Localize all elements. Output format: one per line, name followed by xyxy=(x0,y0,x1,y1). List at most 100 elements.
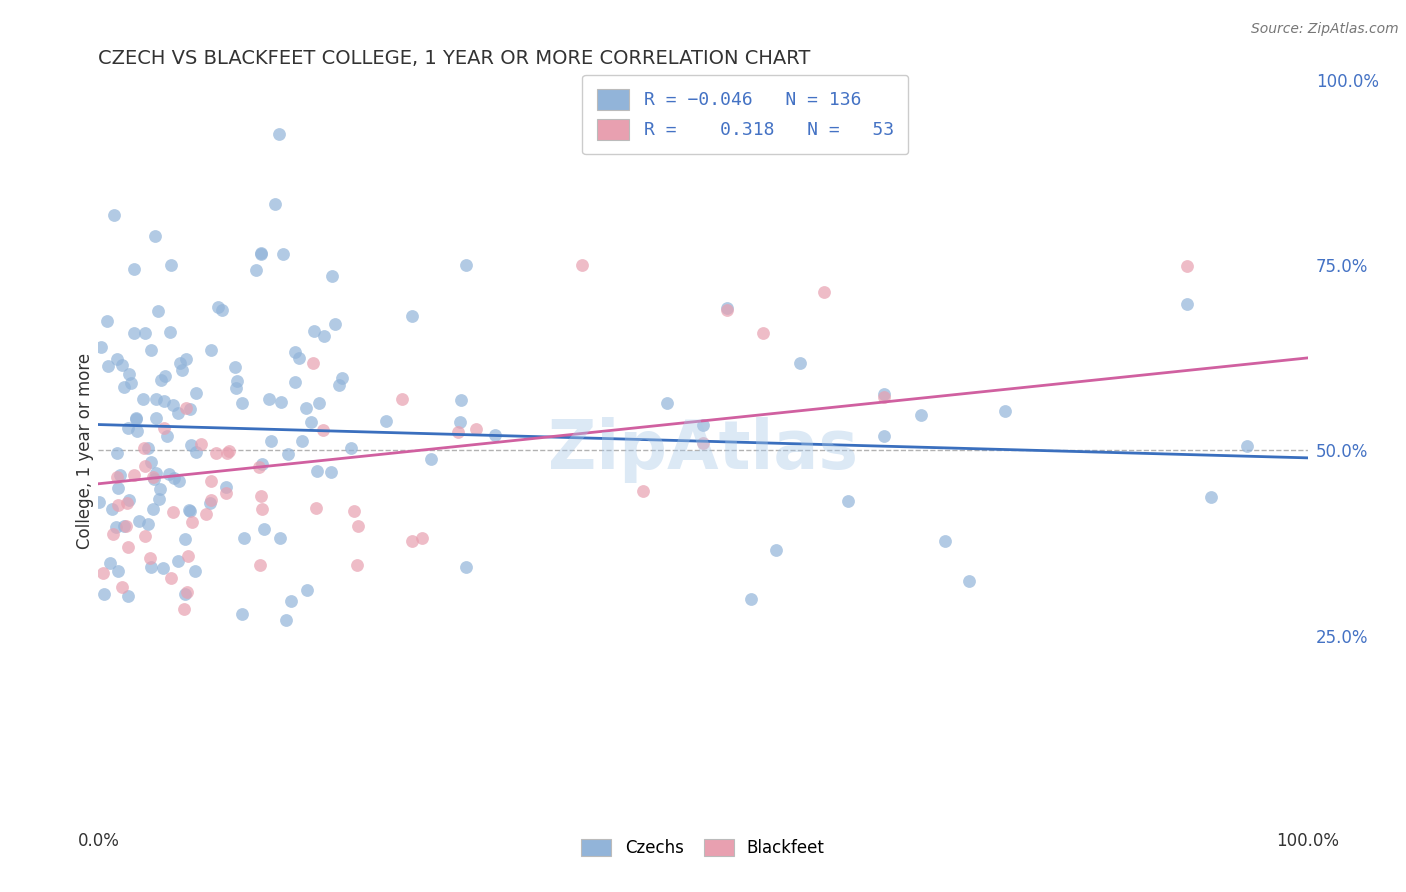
Point xyxy=(169,356,191,370)
Point xyxy=(1199,490,1222,504)
Point xyxy=(288,351,311,366)
Point xyxy=(284,375,307,389)
Point xyxy=(136,517,159,532)
Point xyxy=(225,381,247,395)
Point xyxy=(174,352,197,367)
Point xyxy=(716,301,738,316)
Text: ZipAtlas: ZipAtlas xyxy=(548,417,858,483)
Point xyxy=(314,329,336,343)
Point xyxy=(305,500,328,515)
Point xyxy=(148,491,170,506)
Point xyxy=(1175,296,1198,310)
Point xyxy=(464,421,486,435)
Point xyxy=(339,441,361,455)
Point xyxy=(343,503,366,517)
Point xyxy=(308,396,330,410)
Point xyxy=(111,580,134,594)
Point xyxy=(231,396,253,410)
Point xyxy=(111,358,134,372)
Point xyxy=(321,269,343,284)
Point xyxy=(205,445,228,459)
Point xyxy=(250,502,273,516)
Point xyxy=(184,565,207,579)
Point xyxy=(167,554,190,568)
Point xyxy=(330,371,353,385)
Point xyxy=(374,414,396,428)
Point xyxy=(957,574,980,588)
Point xyxy=(160,571,183,585)
Point xyxy=(103,209,125,223)
Point xyxy=(108,467,131,482)
Point xyxy=(180,438,202,452)
Point xyxy=(284,345,307,359)
Point xyxy=(153,420,176,434)
Point xyxy=(484,427,506,442)
Point xyxy=(112,380,135,394)
Point xyxy=(269,532,291,546)
Point xyxy=(631,483,654,498)
Point xyxy=(162,504,184,518)
Point xyxy=(321,466,343,480)
Point xyxy=(873,390,896,404)
Point xyxy=(291,434,314,449)
Legend: Czechs, Blackfeet: Czechs, Blackfeet xyxy=(575,832,831,864)
Point xyxy=(571,258,593,272)
Point xyxy=(260,434,283,448)
Point xyxy=(247,460,270,475)
Point xyxy=(132,442,155,456)
Point xyxy=(391,392,413,406)
Point xyxy=(454,560,477,574)
Point xyxy=(346,558,368,573)
Point xyxy=(299,416,322,430)
Point xyxy=(100,502,122,516)
Point xyxy=(160,258,183,272)
Point xyxy=(752,326,775,340)
Point xyxy=(162,398,184,412)
Point xyxy=(200,343,222,358)
Point xyxy=(277,447,299,461)
Point xyxy=(176,584,198,599)
Point xyxy=(1175,260,1198,274)
Point xyxy=(138,550,160,565)
Point xyxy=(134,529,156,543)
Point xyxy=(90,340,112,354)
Point xyxy=(181,516,204,530)
Point xyxy=(215,446,238,460)
Point xyxy=(813,285,835,299)
Point xyxy=(200,496,222,510)
Point xyxy=(159,325,181,339)
Point xyxy=(226,375,249,389)
Point xyxy=(93,587,115,601)
Point xyxy=(166,406,188,420)
Point xyxy=(117,589,139,603)
Point xyxy=(910,409,932,423)
Point xyxy=(117,540,139,554)
Point xyxy=(173,587,195,601)
Point xyxy=(250,245,273,260)
Point xyxy=(449,415,471,429)
Point xyxy=(105,446,128,460)
Point xyxy=(411,531,433,545)
Point xyxy=(211,302,233,317)
Point xyxy=(98,557,121,571)
Point xyxy=(136,442,159,456)
Point xyxy=(96,359,118,373)
Point xyxy=(264,197,287,211)
Point xyxy=(104,520,127,534)
Point xyxy=(740,591,762,606)
Point xyxy=(132,392,155,406)
Point xyxy=(186,445,208,459)
Point xyxy=(401,534,423,549)
Point xyxy=(118,368,141,382)
Point xyxy=(122,326,145,340)
Point xyxy=(89,494,111,508)
Point xyxy=(157,467,180,481)
Point xyxy=(163,471,186,485)
Point xyxy=(312,423,335,437)
Point xyxy=(105,351,128,366)
Point xyxy=(125,424,148,438)
Point xyxy=(231,607,253,621)
Point xyxy=(450,392,472,407)
Point xyxy=(128,514,150,528)
Text: CZECH VS BLACKFEET COLLEGE, 1 YEAR OR MORE CORRELATION CHART: CZECH VS BLACKFEET COLLEGE, 1 YEAR OR MO… xyxy=(98,48,811,68)
